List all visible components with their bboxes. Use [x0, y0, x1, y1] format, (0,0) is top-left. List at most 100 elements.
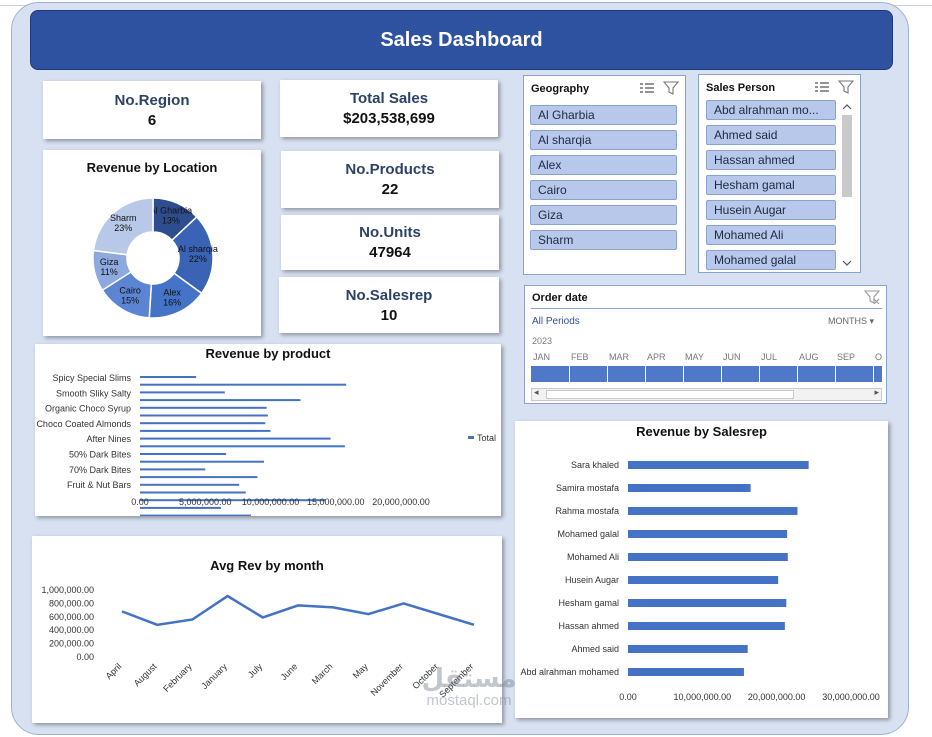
timeline-month-label[interactable]: JUL: [761, 352, 778, 362]
salesrep-category-label: Hassan ahmed: [558, 621, 619, 631]
timeline-scroll-thumb[interactable]: [546, 390, 794, 399]
salesrep-bar[interactable]: [628, 622, 785, 630]
sales-person-item[interactable]: Hesham gamal: [706, 175, 836, 195]
donut-label: Alex 16%: [163, 288, 181, 308]
timeline-scrollbar[interactable]: ◂ ▸: [531, 387, 882, 401]
sales-person-item[interactable]: Mohamed Ali: [706, 225, 836, 245]
geography-slicer[interactable]: Geography Al Gharbia Al sharqia Alex Cairo G…: [523, 75, 686, 275]
salesrep-bar[interactable]: [628, 645, 748, 653]
avg-rev-by-month-chart: 1,000,000.00 800,000.00 600,000.00 400,000.…: [41, 585, 475, 700]
salesrep-category-label: Samira mostafa: [556, 483, 619, 493]
product-bar[interactable]: [140, 460, 264, 463]
salesrep-category-label: Ahmed said: [571, 644, 619, 654]
clear-filter-icon[interactable]: [663, 81, 679, 95]
scroll-right-icon[interactable]: ▸: [874, 387, 879, 397]
revenue-by-salesrep-card: Revenue by Salesrep Sara khaled Samira mo…: [515, 421, 888, 718]
product-x-tick: 10,000,000.00: [242, 497, 300, 507]
sales-person-item[interactable]: Abd alrahman mo...: [706, 100, 836, 120]
timeline-unit-selector[interactable]: MONTHS ▾: [828, 316, 874, 327]
geography-item[interactable]: Alex: [530, 155, 677, 175]
product-x-tick: 20,000,000.00: [372, 497, 430, 507]
product-bar[interactable]: [140, 445, 345, 448]
product-bar[interactable]: [140, 483, 240, 486]
salesrep-bar[interactable]: [628, 484, 751, 492]
sales-person-item[interactable]: Mohamed galal: [706, 250, 836, 270]
product-bar[interactable]: [140, 453, 227, 455]
product-bar[interactable]: [140, 476, 258, 479]
multi-select-icon[interactable]: [814, 80, 830, 94]
product-bar[interactable]: [140, 499, 326, 502]
geography-item[interactable]: Sharm: [530, 230, 677, 250]
scroll-thumb[interactable]: [842, 115, 852, 197]
month-x-tick: November: [369, 661, 405, 697]
timeline-month-label[interactable]: AUG: [799, 352, 819, 362]
geography-item[interactable]: Cairo: [530, 180, 677, 200]
salesrep-category-label: Husein Augar: [565, 575, 619, 585]
watermark: مستقل mostaql.com: [410, 664, 528, 709]
product-bar[interactable]: [140, 383, 347, 386]
sales-person-slicer[interactable]: Sales Person Abd alrahman mo... Ahmed sai…: [698, 74, 861, 273]
month-y-tick: 200,000.00: [49, 639, 94, 649]
salesrep-category-label: Sara khaled: [571, 460, 619, 470]
scroll-down-icon[interactable]: [840, 257, 854, 269]
geography-item[interactable]: Al sharqia: [530, 130, 677, 150]
revenue-by-salesrep-title: Revenue by Salesrep: [636, 424, 767, 439]
donut-slice[interactable]: [92, 197, 154, 256]
salesrep-category-label: Mohamed galal: [557, 529, 619, 539]
revenue-by-location-title: Revenue by Location: [86, 160, 218, 175]
clear-filter-icon[interactable]: [838, 80, 854, 94]
sales-person-item[interactable]: Husein Augar: [706, 200, 836, 220]
month-y-tick: 600,000.00: [49, 612, 94, 622]
product-bar[interactable]: [140, 429, 271, 432]
timeline-month-label[interactable]: O: [875, 352, 883, 362]
timeline-selection-bar[interactable]: [531, 366, 882, 382]
product-bar[interactable]: [140, 514, 251, 516]
month-x-tick: May: [351, 661, 370, 680]
sales-person-item[interactable]: Hassan ahmed: [706, 150, 836, 170]
watermark-logo: مستقل: [421, 663, 517, 693]
product-bar[interactable]: [140, 399, 301, 402]
month-series-line[interactable]: [121, 594, 475, 627]
timeline-month-label[interactable]: JAN: [533, 352, 551, 362]
scroll-left-icon[interactable]: ◂: [534, 387, 539, 397]
product-bar[interactable]: [140, 491, 246, 494]
timeline-month-label[interactable]: FEB: [571, 352, 589, 362]
geography-item[interactable]: Giza: [530, 205, 677, 225]
salesrep-bar[interactable]: [628, 530, 788, 538]
order-date-timeline[interactable]: Order date All Periods MONTHS ▾ 2023 JAN…: [524, 285, 887, 404]
timeline-month-label[interactable]: APR: [647, 352, 666, 362]
timeline-month-label[interactable]: SEP: [837, 352, 856, 362]
product-bar[interactable]: [140, 422, 266, 425]
legend-label: Total: [477, 433, 496, 443]
scroll-up-icon[interactable]: [840, 101, 854, 113]
multi-select-icon[interactable]: [639, 81, 655, 95]
sales-person-scrollbar[interactable]: [840, 101, 854, 269]
salesrep-bar[interactable]: [628, 461, 809, 469]
legend-swatch: [468, 436, 474, 439]
salesrep-bar[interactable]: [628, 553, 788, 561]
timeline-month-label[interactable]: JUN: [723, 352, 741, 362]
month-x-tick: July: [246, 661, 265, 680]
product-bar[interactable]: [140, 391, 225, 394]
salesrep-bar[interactable]: [628, 599, 787, 607]
geography-item[interactable]: Al Gharbia: [530, 105, 677, 125]
product-bar[interactable]: [140, 376, 197, 378]
salesrep-category-label: Abd alrahman mohamed: [520, 667, 619, 677]
timeline-month-divider: [645, 366, 646, 382]
salesrep-bar[interactable]: [628, 507, 798, 515]
timeline-month-label[interactable]: MAY: [685, 352, 704, 362]
product-x-tick: 5,000,000.00: [179, 497, 232, 507]
product-bar[interactable]: [140, 506, 221, 509]
product-bar[interactable]: [140, 414, 268, 417]
product-category-label: Smooth Sliky Salty: [56, 388, 132, 398]
revenue-by-product-chart: Spicy Special Slims Smooth Sliky Salty Org…: [36, 373, 496, 516]
clear-filter-icon[interactable]: [864, 290, 880, 304]
chevron-down-icon: ▾: [869, 316, 874, 326]
sales-person-item[interactable]: Ahmed said: [706, 125, 836, 145]
timeline-month-label[interactable]: MAR: [609, 352, 629, 362]
product-bar[interactable]: [140, 406, 267, 409]
product-bar[interactable]: [140, 468, 206, 471]
product-bar[interactable]: [140, 437, 331, 440]
salesrep-bar[interactable]: [628, 576, 779, 584]
salesrep-bar[interactable]: [628, 668, 744, 676]
